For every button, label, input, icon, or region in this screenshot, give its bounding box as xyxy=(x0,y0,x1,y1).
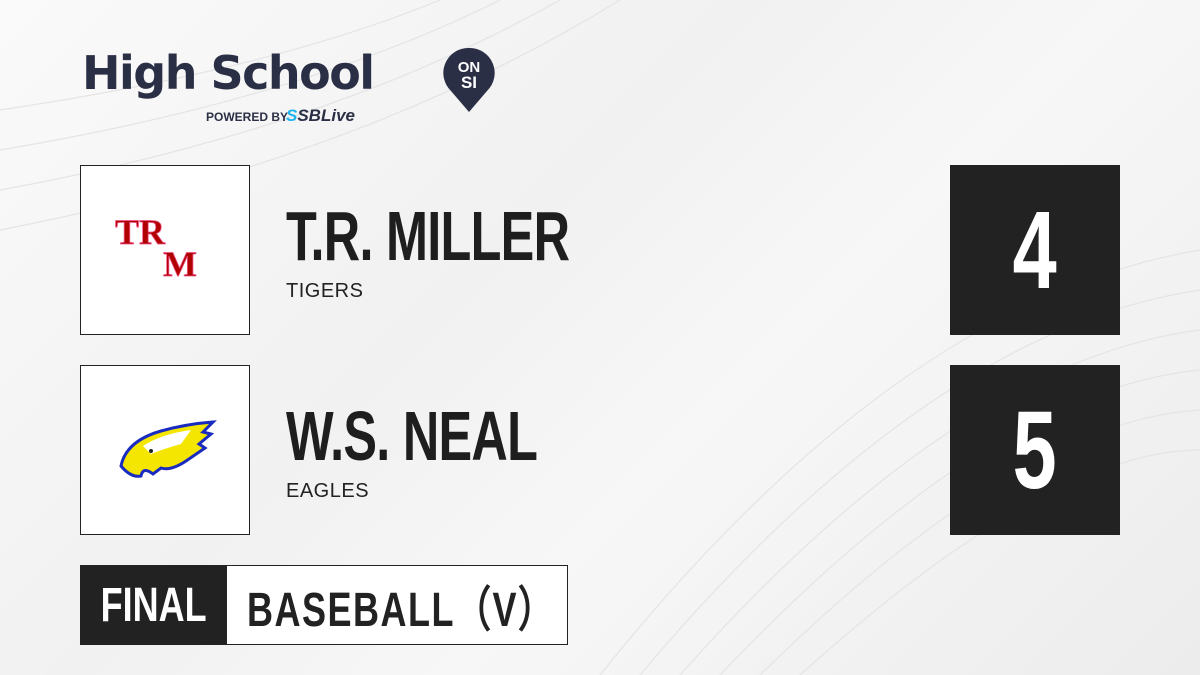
trm-logo-text: TR xyxy=(115,212,166,252)
on-si-pin-icon: ON SI xyxy=(443,47,495,112)
final-badge: FINAL xyxy=(81,566,227,644)
sport-label: BASEBALL（V） xyxy=(227,566,567,644)
svg-text:M: M xyxy=(163,244,197,284)
team-name: T.R. MILLER xyxy=(286,197,570,275)
badge-bottom: SI xyxy=(461,73,477,92)
team-score: 5 xyxy=(950,365,1120,535)
team-name: W.S. NEAL xyxy=(286,397,538,475)
team-logo-trm: TR M xyxy=(80,165,250,335)
powered-by-label: POWERED BY xyxy=(206,110,289,124)
badge-top: ON xyxy=(458,59,481,76)
sblive-logo: SSBLive xyxy=(286,106,355,125)
brand-title: High School xyxy=(82,46,375,100)
game-status-bar: FINAL BASEBALL（V） xyxy=(80,565,568,645)
team-mascot: TIGERS xyxy=(286,280,364,302)
team-score: 4 xyxy=(950,165,1120,335)
team-logo-eagle xyxy=(80,365,250,535)
partner-name: SBLive xyxy=(297,106,355,125)
high-school-on-si-logo: High School ON SI POWERED BY SSBLive xyxy=(82,44,495,125)
team-mascot: EAGLES xyxy=(286,480,370,502)
eagle-icon xyxy=(119,420,217,478)
